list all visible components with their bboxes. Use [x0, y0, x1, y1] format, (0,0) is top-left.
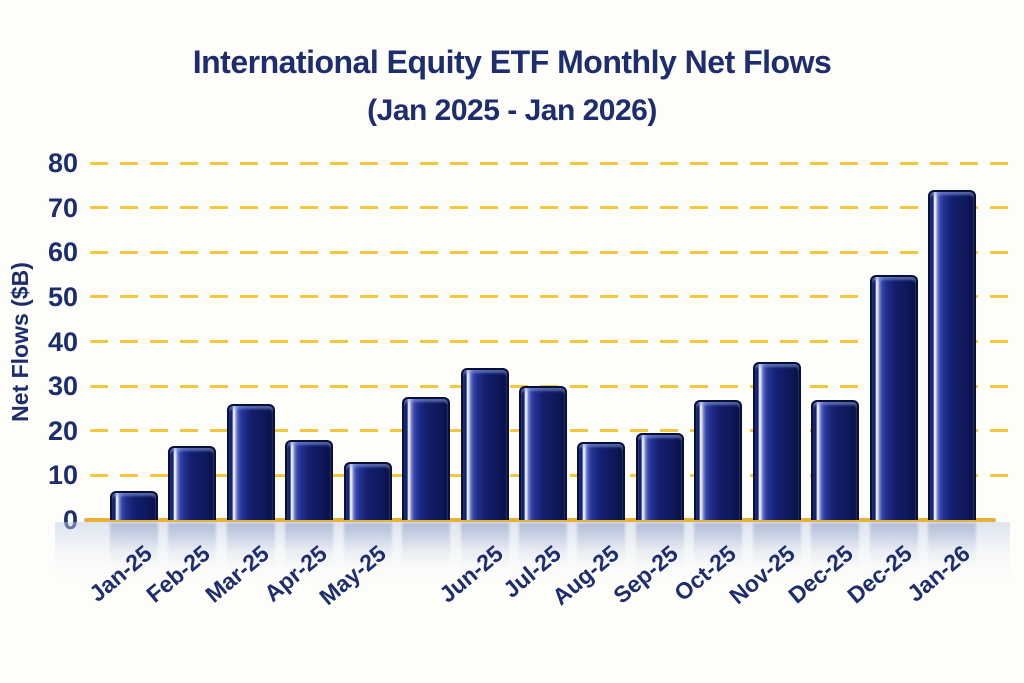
bar-reflection [577, 523, 625, 567]
bar [110, 490, 158, 520]
bar-reflection [811, 523, 859, 567]
y-tick-label: 60 [47, 237, 78, 268]
bar [285, 439, 333, 520]
bar [402, 397, 450, 520]
bar [928, 189, 976, 520]
y-tick-label: 80 [47, 148, 78, 178]
bar-reflection [753, 523, 801, 567]
bar-reflection [636, 523, 684, 567]
bar-reflection [227, 523, 275, 567]
chart-subtitle: (Jan 2025 - Jan 2026) [367, 94, 657, 127]
chart-title: International Equity ETF Monthly Net Flo… [192, 44, 832, 80]
bar [168, 446, 216, 520]
bar-reflection [402, 523, 450, 567]
bar-reflection [928, 523, 976, 567]
bar [227, 403, 275, 520]
bar [870, 274, 918, 520]
bar-reflection [519, 523, 567, 567]
gridline [90, 250, 1010, 254]
bar-reflection [870, 523, 918, 567]
y-tick-label: 20 [47, 415, 78, 446]
floor-reflection-band [55, 522, 1010, 580]
y-tick-label: 10 [47, 460, 78, 491]
bar [519, 386, 567, 520]
bar-reflection [344, 523, 392, 567]
gridline [90, 340, 1010, 343]
bar [577, 441, 625, 520]
y-tick-label: 30 [47, 371, 78, 402]
y-tick-label: 70 [47, 192, 78, 223]
bar-reflection [110, 523, 158, 567]
y-tick-label: 40 [47, 326, 78, 357]
bar [753, 361, 801, 520]
bar-reflection [694, 523, 742, 567]
bar [636, 432, 684, 520]
bar [461, 368, 509, 520]
bar [694, 399, 742, 520]
bar-reflection [168, 523, 216, 567]
bar [344, 461, 392, 520]
gridline [90, 161, 1010, 165]
bar-reflection [461, 523, 509, 567]
gridline [90, 206, 1010, 210]
bar [811, 399, 859, 520]
y-tick-label: 50 [47, 281, 78, 312]
gridline [90, 295, 1010, 299]
bar-reflection [285, 523, 333, 567]
x-axis-line [84, 518, 996, 522]
